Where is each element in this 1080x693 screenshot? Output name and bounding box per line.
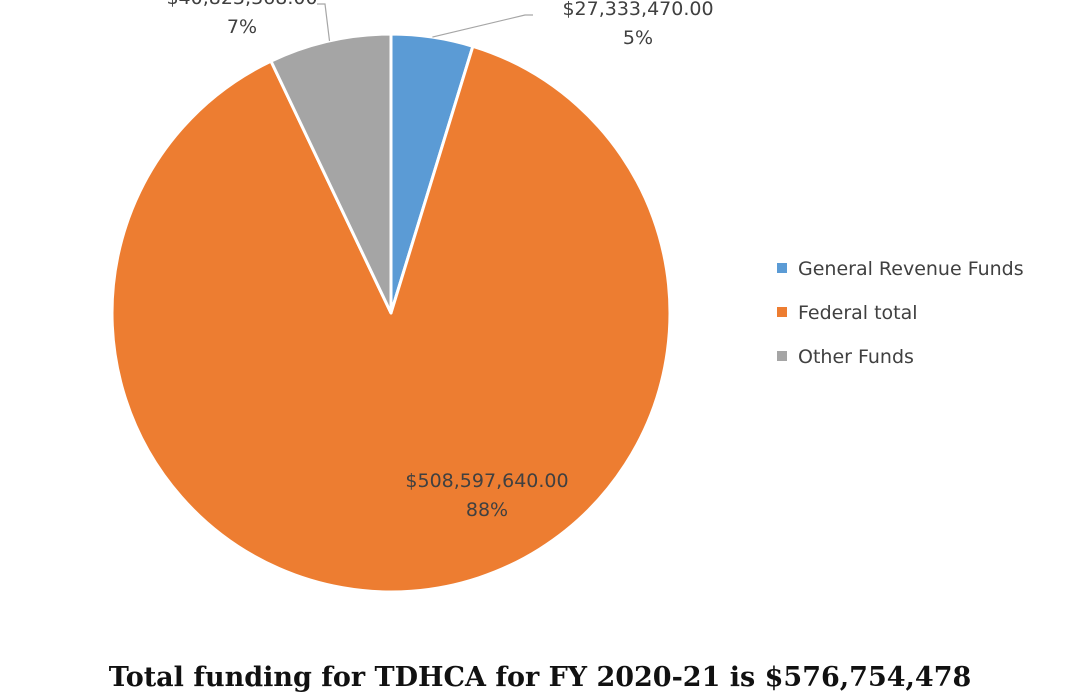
pie-slices — [110, 32, 672, 594]
legend-swatch-general-revenue-funds — [777, 263, 787, 273]
legend-swatch-federal-total — [777, 307, 787, 317]
data-label-percent-general-revenue-funds: 5% — [623, 27, 653, 49]
legend-label-other-funds: Other Funds — [798, 346, 914, 368]
legend-swatch-other-funds — [777, 351, 787, 361]
pie-slice-federal-total — [110, 44, 672, 594]
leader-lines — [317, 3, 533, 41]
data-labels: $27,333,470.00 5% $508,597,640.00 88% $40,82… — [166, 0, 713, 521]
legend: General Revenue Funds Federal total Other … — [777, 258, 1024, 368]
data-label-value-federal-total: $508,597,640.00 — [405, 470, 568, 492]
data-label-value-general-revenue-funds: $27,333,470.00 — [562, 0, 713, 20]
pie-chart: $27,333,470.00 5% $508,597,640.00 88% $40,82… — [110, 0, 1024, 594]
chart-caption: Total funding for TDHCA for FY 2020-21 i… — [108, 662, 972, 693]
legend-label-general-revenue-funds: General Revenue Funds — [798, 258, 1024, 280]
data-label-value-other-funds: $40,823,368.00 — [166, 0, 317, 9]
legend-label-federal-total: Federal total — [798, 302, 918, 324]
leader-line-general-revenue-funds — [432, 14, 533, 38]
leader-line-other-funds — [317, 3, 331, 41]
data-label-percent-other-funds: 7% — [227, 16, 257, 38]
data-label-percent-federal-total: 88% — [466, 499, 508, 521]
pie-slice-other-funds — [269, 32, 393, 315]
